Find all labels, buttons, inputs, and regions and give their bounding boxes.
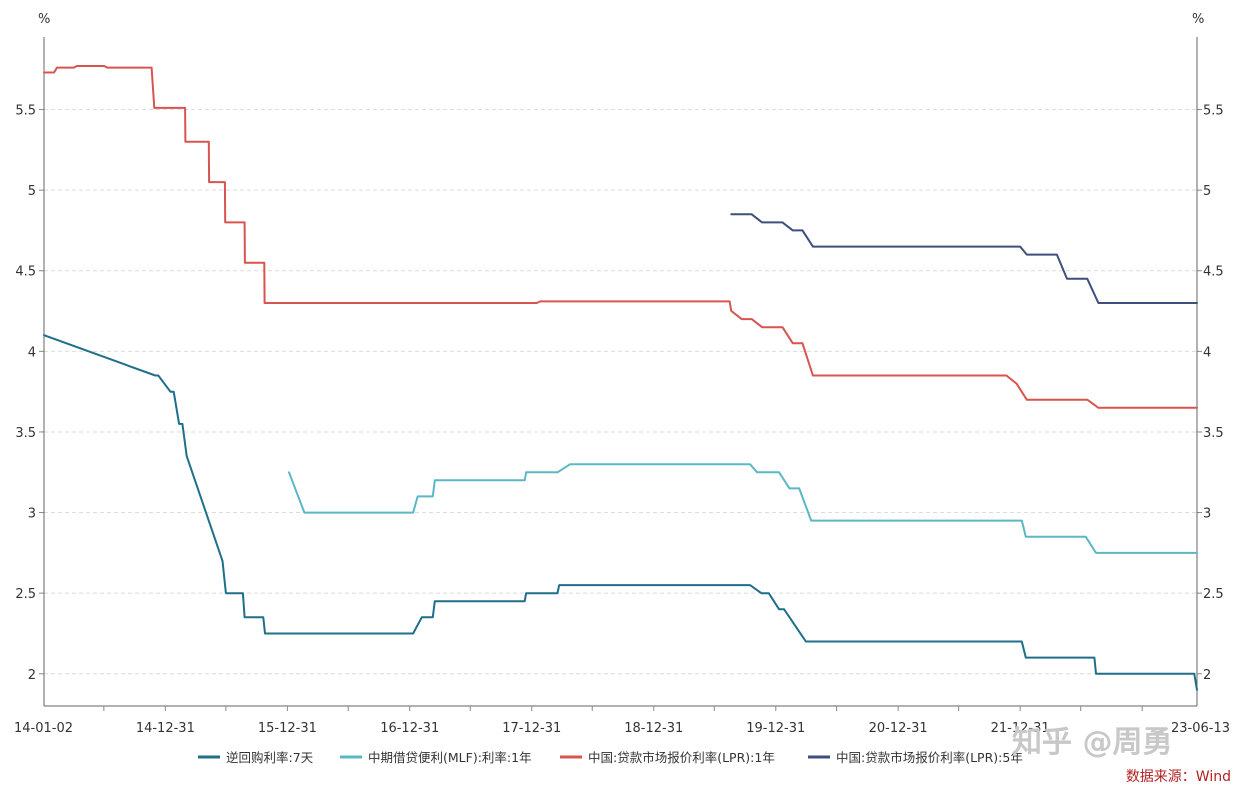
y-tick-label-left: 2 [28,668,36,683]
x-tick-label: 23-06-13 [1171,721,1230,736]
axes: 2 2 2.5 2.5 3 3 3.5 3.5 4 4 4.5 4.5 5 5 5.5 5.5 14-01-02… [14,37,1230,736]
y-tick-label-left: 4.5 [15,265,36,280]
legend: 逆回购利率:7天 中期借贷便利(MLF):利率:1年 中国:贷款市场报价利率(LPR… [198,750,1023,765]
x-tick-label: 14-01-02 [14,721,73,736]
y-axis-unit-right: % [1192,12,1204,27]
legend-label-3: 中国:贷款市场报价利率(LPR):1年 [588,750,775,765]
y-tick-label-left: 3 [28,507,36,522]
series-lines [43,65,1198,691]
x-tick-label: 19-12-31 [746,721,805,736]
x-tick-label: 14-12-31 [136,721,195,736]
x-tick-label: 20-12-31 [869,721,928,736]
y-axis-unit-left: % [38,12,50,27]
y-tick-label-right: 4 [1203,345,1211,360]
y-tick-label-right: 2 [1203,668,1211,683]
y-tick-label-left: 5 [28,184,36,199]
x-tick-label: 16-12-31 [380,721,439,736]
y-tick-label-right: 3 [1203,507,1211,522]
y-tick-label-right: 3.5 [1203,426,1224,441]
x-tick-label: 21-12-31 [991,721,1050,736]
series-line-2 [288,463,1198,554]
legend-label-2: 中期借贷便利(MLF):利率:1年 [368,750,532,765]
y-tick-label-right: 2.5 [1203,587,1224,602]
y-tick-label-left: 5.5 [15,104,36,119]
x-tick-label: 18-12-31 [624,721,683,736]
series-line-1 [43,334,1198,691]
series-line-3 [43,65,1198,409]
gridlines [44,109,1197,675]
source-note: 数据来源：Wind [1126,769,1231,785]
legend-label-4: 中国:贷款市场报价利率(LPR):5年 [836,750,1023,765]
y-tick-label-left: 2.5 [15,587,36,602]
y-tick-label-right: 5.5 [1203,104,1224,119]
x-tick-label: 17-12-31 [502,721,561,736]
y-tick-label-left: 3.5 [15,426,36,441]
y-tick-label-right: 4.5 [1203,265,1224,280]
y-tick-label-left: 4 [28,345,36,360]
y-tick-label-right: 5 [1203,184,1211,199]
x-tick-label: 15-12-31 [258,721,317,736]
watermark: 知乎 @周勇 [1012,725,1172,760]
legend-label-1: 逆回购利率:7天 [226,750,314,765]
series-line-4 [730,213,1198,304]
